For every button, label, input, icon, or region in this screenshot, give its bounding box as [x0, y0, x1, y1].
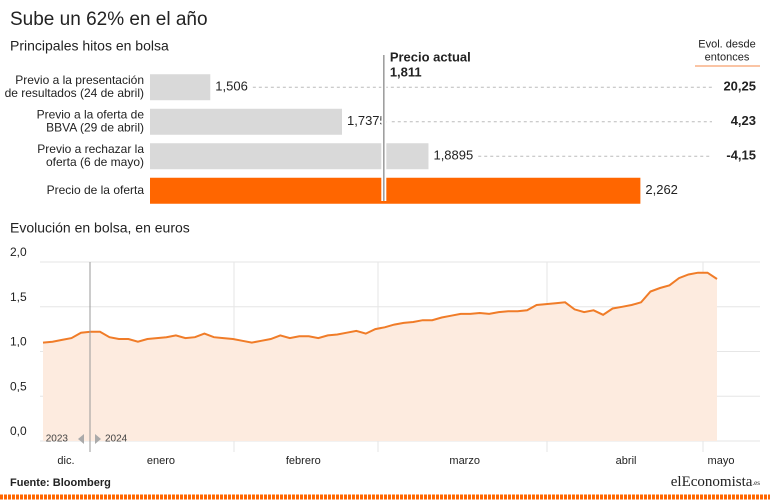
- bar-chart-title: Principales hitos en bolsa: [10, 38, 169, 54]
- line: [42, 271, 718, 344]
- y-tick-label: 1,5: [10, 290, 27, 304]
- year-label: 2024: [105, 434, 128, 445]
- reference-label: 1,811: [390, 64, 422, 79]
- change-value: 20,25: [723, 79, 756, 94]
- bar: [150, 143, 429, 170]
- value-label: 1,506: [215, 79, 248, 94]
- category-label: Previo a la presentación de resultados (2…: [5, 73, 144, 100]
- area: [43, 272, 717, 441]
- x-tick-label: febrero: [286, 455, 321, 467]
- logo-name: elEconomista: [671, 474, 753, 490]
- page-title: Sube un 62% en el año: [10, 9, 208, 30]
- category-label: Previo a la oferta de BBVA (29 de abril): [37, 107, 145, 134]
- value-label: 1,8895: [433, 148, 473, 163]
- x-tick-label: mayo: [708, 455, 735, 467]
- change-value: 4,23: [731, 113, 756, 128]
- line-chart-title: Evolución en bolsa, en euros: [10, 220, 190, 236]
- source: Fuente: Bloomberg: [10, 477, 111, 489]
- reference-title: Precio actual: [390, 49, 471, 64]
- year-label: 2023: [46, 434, 69, 445]
- value-label: 1,7375: [347, 113, 387, 128]
- logo-suffix: .es: [752, 479, 760, 487]
- logo: elEconomista.es: [671, 474, 761, 490]
- x-tick-label: enero: [147, 455, 175, 467]
- change-value: -4,15: [726, 148, 756, 163]
- bar: [150, 74, 211, 101]
- value-label: 2,262: [645, 182, 678, 197]
- y-tick-label: 0,0: [10, 424, 27, 438]
- y-tick-label: 0,5: [10, 379, 27, 393]
- category-label: Previo a rechazar la oferta (6 de mayo): [37, 142, 144, 169]
- bar: [150, 108, 342, 135]
- category-label: Precio de la oferta: [47, 183, 145, 197]
- y-tick-label: 2,0: [10, 245, 27, 259]
- year-arrow: [95, 434, 101, 444]
- change-title: Evol. desde entonces: [698, 38, 755, 63]
- x-tick-label: marzo: [449, 455, 480, 467]
- bar: [150, 177, 641, 204]
- year-arrow: [78, 434, 84, 444]
- x-tick-label: abril: [616, 455, 637, 467]
- x-tick-label: dic.: [57, 455, 74, 467]
- y-tick-label: 1,0: [10, 335, 27, 349]
